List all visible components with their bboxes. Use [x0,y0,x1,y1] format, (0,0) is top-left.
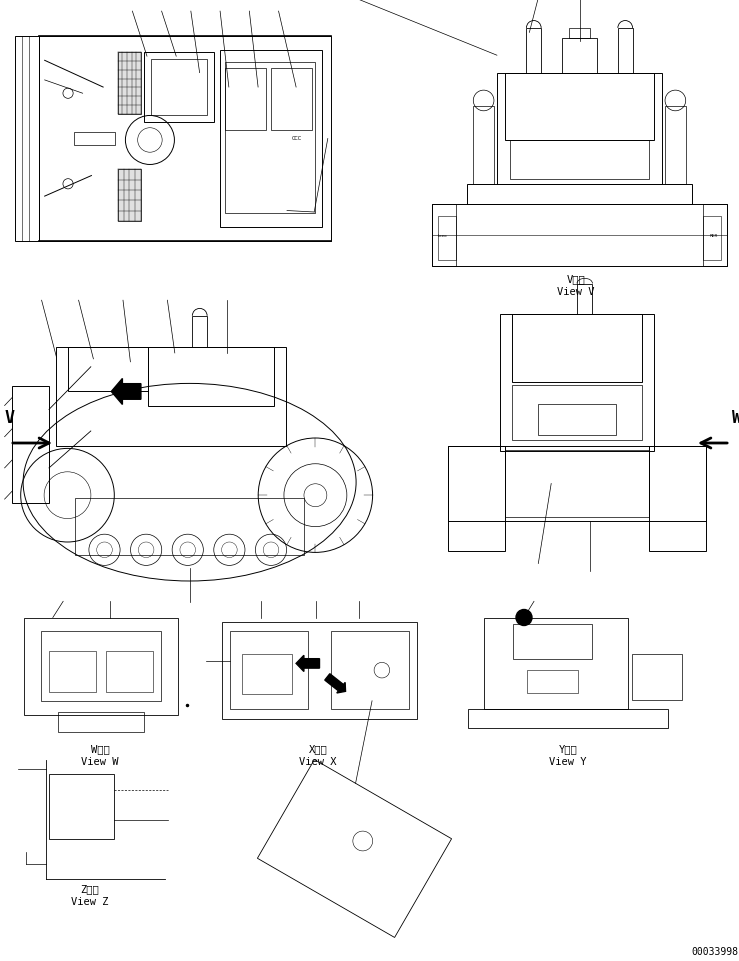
Bar [118,53,141,114]
Bar [144,53,214,123]
Bar [242,654,292,694]
Bar [505,451,650,518]
Bar [148,348,274,407]
Text: V: V [5,408,15,427]
Bar [151,60,207,116]
FancyArrow shape [296,655,319,672]
Bar [220,51,322,228]
Bar [438,217,456,260]
Bar [512,314,642,382]
Text: Leeo: Leeo [437,234,447,237]
Text: V　視
View V: V 視 View V [557,274,595,297]
Bar [484,618,628,709]
Text: Z　視
View Z: Z 視 View Z [71,883,109,906]
Bar [56,348,286,446]
Bar [75,499,304,555]
Bar [505,73,654,140]
Bar [632,654,682,701]
Bar [118,170,141,222]
Bar [473,107,494,185]
Bar [577,284,593,314]
Bar [222,622,417,719]
Bar [500,314,655,452]
Bar [225,68,266,131]
Text: 00033998: 00033998 [691,946,738,956]
Bar [331,631,409,709]
Bar [74,134,115,145]
Bar [704,217,721,260]
Bar [510,140,649,180]
Bar [562,38,597,73]
Bar [665,107,686,185]
Bar [58,712,144,732]
Bar [12,386,49,504]
Bar [50,652,96,692]
Bar [513,625,592,659]
Bar [569,29,590,38]
Bar [68,348,148,392]
Bar [106,652,152,692]
Text: RER: RER [709,234,718,237]
Text: Y　視
View Y: Y 視 View Y [549,743,587,767]
Bar [497,73,662,185]
Bar [24,618,178,715]
Text: W: W [732,408,739,427]
Bar [526,29,541,73]
Bar [650,447,706,552]
Bar [41,631,161,702]
Bar [225,63,316,213]
Bar [618,29,633,73]
Circle shape [516,610,532,626]
Bar [192,316,207,348]
Bar [15,37,39,242]
Bar [432,205,727,267]
Text: X　視
View X: X 視 View X [299,743,337,767]
Text: CCC: CCC [292,136,302,140]
Bar [467,185,692,205]
Bar [49,775,114,839]
Bar [538,405,616,435]
Bar [448,447,706,522]
FancyArrow shape [324,674,346,693]
FancyArrow shape [112,379,141,405]
Bar [448,447,505,552]
Bar [271,68,312,131]
Bar [230,631,308,709]
Bar [468,709,668,728]
Bar [432,205,456,267]
Bar [527,670,578,693]
Text: W　視
View W: W 視 View W [81,743,119,767]
Bar [704,205,727,267]
Bar [39,37,331,242]
Bar [512,385,642,440]
